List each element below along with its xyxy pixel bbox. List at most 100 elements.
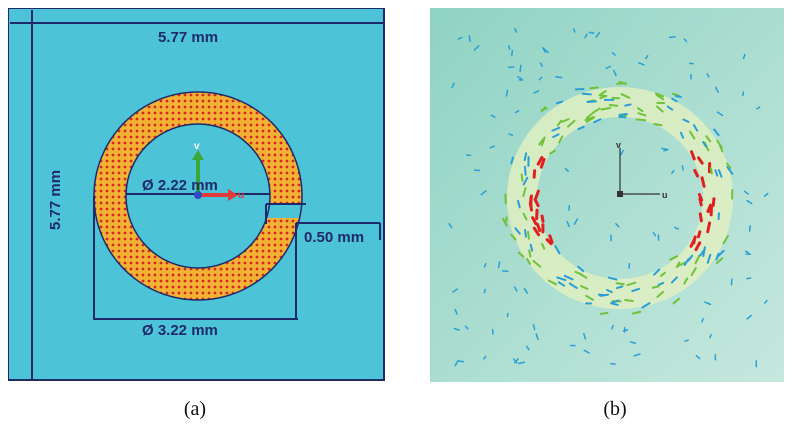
current-arrow <box>605 65 612 69</box>
current-arrow <box>607 276 618 281</box>
current-arrow <box>666 105 674 111</box>
current-arrow <box>526 257 531 266</box>
current-arrow <box>563 274 574 281</box>
current-arrow <box>671 97 678 103</box>
axis-u-label-b: u <box>662 190 668 200</box>
field-plot-svg: v u <box>430 8 784 382</box>
current-arrow <box>676 261 687 268</box>
current-arrow <box>743 190 749 195</box>
current-arrow <box>566 220 570 228</box>
current-arrow <box>510 156 514 165</box>
current-arrow <box>706 253 712 264</box>
current-arrow <box>497 261 501 269</box>
current-arrow <box>630 341 637 345</box>
caption-b: (b) <box>603 398 627 420</box>
current-arrow <box>702 141 708 148</box>
current-arrow <box>655 105 664 113</box>
outer-diameter-label: Ø 3.22 mm <box>142 322 218 339</box>
current-arrow <box>611 52 616 56</box>
current-arrow <box>567 119 576 128</box>
current-arrow <box>615 222 620 228</box>
current-arrow <box>657 281 665 286</box>
current-arrow <box>690 267 697 277</box>
current-arrow <box>599 293 610 297</box>
current-arrow <box>606 288 613 294</box>
current-arrow <box>679 131 685 139</box>
current-arrow <box>506 312 509 318</box>
current-arrow <box>448 222 453 229</box>
current-arrow <box>536 155 544 166</box>
current-arrow <box>538 76 543 81</box>
current-arrow <box>507 45 511 50</box>
current-arrow <box>454 359 459 367</box>
current-arrow <box>746 314 753 320</box>
current-arrow <box>670 276 678 284</box>
current-arrow <box>598 94 606 97</box>
current-arrow <box>700 176 706 188</box>
current-arrow <box>524 228 527 238</box>
current-arrow <box>746 277 752 280</box>
current-arrow <box>473 45 480 51</box>
current-arrow <box>709 205 714 214</box>
current-arrow <box>689 130 696 140</box>
current-arrow <box>709 167 713 175</box>
current-arrow <box>593 118 602 124</box>
current-arrow <box>763 299 768 304</box>
current-arrow <box>522 212 528 221</box>
current-arrow <box>591 107 601 114</box>
axis-u-label: u <box>238 190 244 201</box>
current-arrow <box>532 226 541 237</box>
current-arrow <box>577 125 585 131</box>
current-arrow <box>572 28 576 33</box>
current-arrow <box>543 47 549 54</box>
current-arrow <box>618 112 628 116</box>
current-arrow <box>510 233 517 241</box>
panel-a-geometry: v u 5.77 mm 5.77 mm Ø 2.22 mm 0.50 mm Ø … <box>7 7 386 382</box>
current-arrow <box>578 272 588 279</box>
current-arrow <box>577 265 585 273</box>
current-arrow <box>547 279 558 286</box>
current-arrow <box>556 276 567 282</box>
current-arrow <box>695 354 701 360</box>
inner-diameter-label: Ø 2.22 mm <box>142 177 218 194</box>
current-arrow <box>540 214 545 223</box>
current-arrow <box>540 242 546 250</box>
current-arrow <box>653 268 661 276</box>
current-arrow <box>663 148 669 152</box>
current-arrow <box>612 69 617 77</box>
current-arrow <box>561 118 570 123</box>
current-arrow <box>717 169 723 178</box>
current-arrow <box>529 243 534 252</box>
current-arrow <box>532 324 536 331</box>
current-arrow <box>527 231 530 240</box>
current-arrow <box>636 107 644 113</box>
height-label: 5.77 mm <box>47 170 64 230</box>
current-arrow <box>513 358 518 364</box>
current-arrow <box>637 112 647 117</box>
current-arrow <box>655 93 665 101</box>
current-arrow <box>548 234 554 244</box>
current-arrow <box>644 54 649 60</box>
current-arrow <box>558 135 564 144</box>
current-arrow <box>514 227 521 235</box>
current-arrow <box>600 90 607 95</box>
current-arrow <box>584 116 595 122</box>
current-arrow <box>711 197 716 207</box>
current-arrow <box>539 62 544 67</box>
current-arrow <box>620 114 628 117</box>
current-arrow <box>641 302 651 309</box>
current-arrow <box>557 281 566 287</box>
current-arrow <box>616 82 627 85</box>
current-arrow <box>746 199 753 205</box>
current-arrow <box>611 325 614 330</box>
current-arrow <box>715 252 720 261</box>
current-arrow <box>709 333 712 339</box>
current-arrow <box>540 107 548 112</box>
current-arrow <box>585 112 593 120</box>
current-arrow <box>669 255 679 261</box>
current-arrow <box>706 203 713 213</box>
geometry-svg: v u 5.77 mm 5.77 mm Ø 2.22 mm 0.50 mm Ø … <box>7 7 386 382</box>
current-arrow <box>656 290 665 298</box>
current-arrow <box>451 82 455 89</box>
axis-v-label-b: v <box>616 140 621 150</box>
